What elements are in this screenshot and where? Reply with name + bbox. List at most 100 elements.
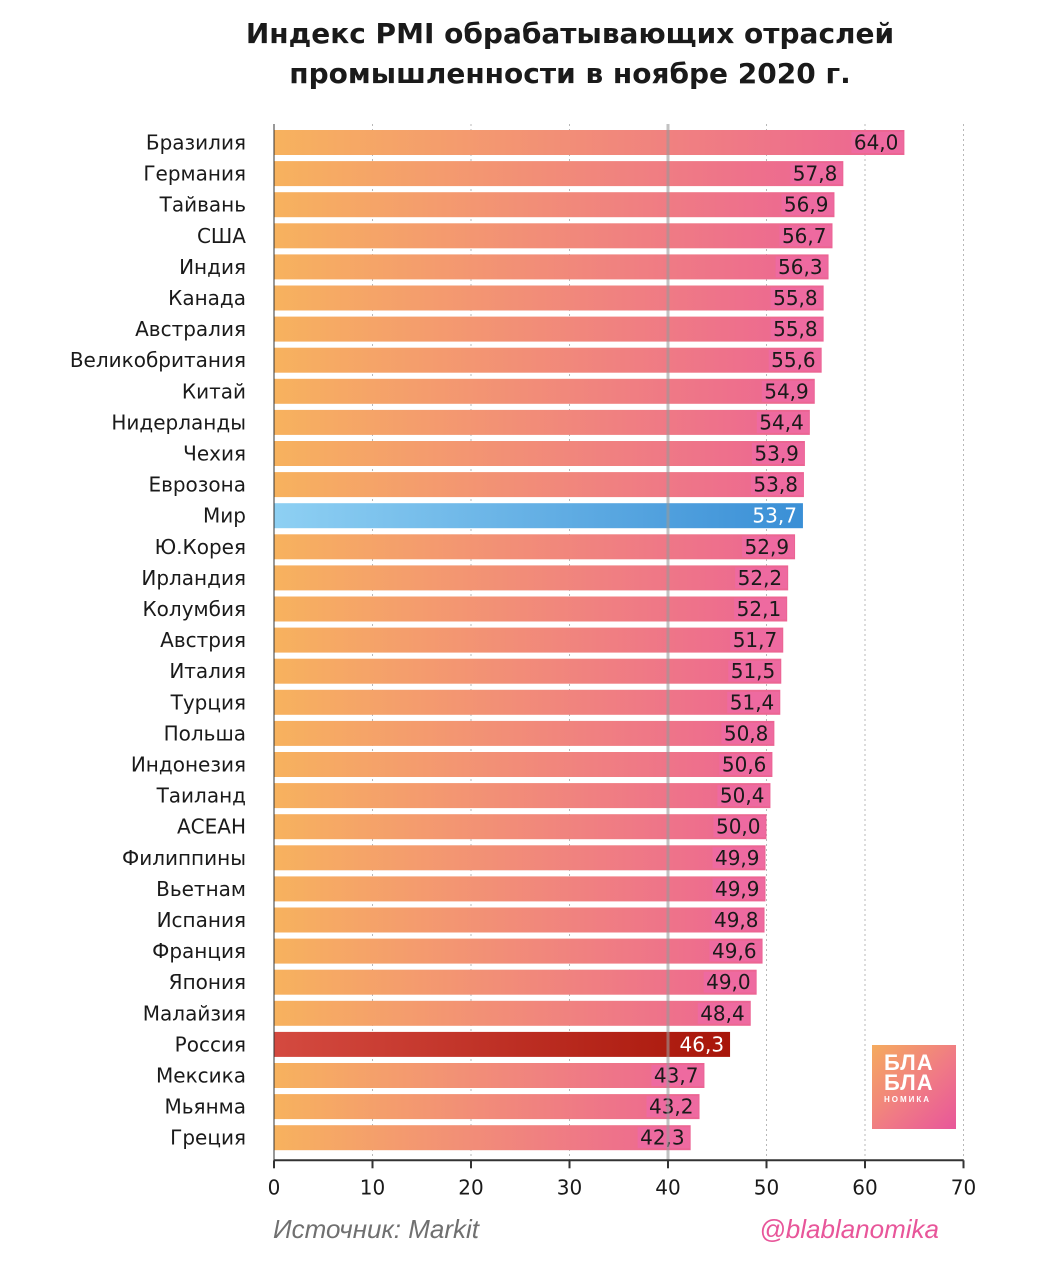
value-label: 53,9 [754,442,799,466]
category-label: Бразилия [146,131,246,155]
value-label: 55,6 [771,348,816,372]
value-label: 55,8 [773,286,818,310]
value-label-bg [775,256,828,278]
value-label-bg [770,287,823,309]
value-label: 51,4 [730,690,775,714]
category-label: Австралия [135,317,246,341]
bar-30 [274,1063,705,1088]
value-label-bg [712,878,765,900]
value-label-bg [790,163,843,185]
category-label: США [197,224,246,248]
value-label: 57,8 [793,162,838,186]
value-label: 49,9 [715,846,760,870]
value-label-bg [703,971,756,993]
value-label-bg [719,754,772,775]
value-label-bg [721,722,774,744]
category-label: Италия [169,659,246,683]
category-label: Япония [169,970,246,994]
category-label: Индонезия [131,753,246,777]
value-label: 64,0 [854,131,899,155]
value-label: 48,4 [700,1001,745,1025]
value-label-bg [751,443,804,464]
value-label-bg [742,536,795,558]
x-tick-label: 50 [754,1175,779,1199]
bar-20 [274,752,773,777]
category-label: Франция [152,939,246,963]
bar-31 [274,1094,700,1120]
value-label-bg [651,1065,704,1086]
value-label: 43,7 [654,1064,699,1088]
bar-7 [274,347,822,373]
value-label: 55,8 [773,317,818,341]
bar-32 [274,1125,691,1151]
x-tick-label: 30 [557,1175,582,1199]
category-label: Мексика [156,1064,246,1088]
bar-29 [274,1031,731,1057]
value-label-bg [735,567,788,589]
value-label: 46,3 [680,1032,725,1056]
value-label: 50,8 [724,721,769,745]
source-note: Источник: Markit [273,1214,479,1244]
bar-24 [274,876,766,902]
x-tick-label: 10 [360,1175,385,1199]
x-tick-label: 60 [852,1175,877,1199]
bar-17 [274,658,782,684]
category-label: Германия [143,162,246,186]
value-label: 43,2 [649,1095,694,1119]
bar-16 [274,627,784,653]
bar-19 [274,720,775,746]
value-label: 54,9 [764,379,809,403]
value-label: 51,5 [731,659,776,683]
social-handle: @blablanomika [759,1214,939,1244]
value-label-bg [637,1127,690,1149]
category-label: Мьянма [165,1095,247,1119]
x-tick-label: 20 [458,1175,483,1199]
category-label: Китай [182,379,246,403]
bar-25 [274,907,765,933]
bar-27 [274,969,757,995]
category-label: Филиппины [122,846,246,870]
value-label: 54,4 [759,410,804,434]
category-label: Мир [203,504,246,528]
value-label-bg [779,225,832,247]
value-label: 50,0 [716,815,761,839]
bar-22 [274,814,767,840]
value-label-bg [734,598,787,620]
bar-8 [274,378,815,404]
category-label: Испания [157,908,246,932]
category-label: Колумбия [142,597,246,621]
value-label-bg [697,1002,750,1024]
category-label: Ирландия [141,566,246,590]
value-label: 53,7 [752,504,797,528]
bar-12 [274,503,803,529]
category-label: Нидерланды [111,410,246,434]
x-tick-label: 70 [951,1175,976,1199]
logo-line3: НОМИКА [884,1095,932,1104]
logo-line1: БЛА [884,1050,934,1075]
category-label: Россия [175,1032,246,1056]
category-label: Австрия [160,628,246,652]
value-label: 50,6 [722,753,767,777]
category-label: АСЕАН [177,815,246,839]
value-label: 53,8 [753,473,798,497]
value-label: 49,6 [712,939,757,963]
value-label-bg [761,380,814,402]
value-label: 50,4 [720,784,765,808]
chart-title: Индекс PMI обрабатывающих отраслей промы… [0,14,1059,94]
bar-11 [274,472,804,498]
value-label-bg [711,909,764,931]
bar-0 [274,130,905,155]
category-label: Ю.Корея [155,535,246,559]
value-label: 42,3 [640,1126,685,1150]
category-label: Греция [170,1126,246,1150]
value-label-bg [712,847,765,869]
bar-28 [274,1000,751,1026]
category-label: Таиланд [156,784,246,808]
value-label-bg [768,349,821,371]
value-label: 52,1 [737,597,782,621]
bar-18 [274,689,781,715]
value-label-bg [727,691,780,713]
x-tick-label: 40 [655,1175,680,1199]
logo-line2: БЛА [884,1070,934,1095]
